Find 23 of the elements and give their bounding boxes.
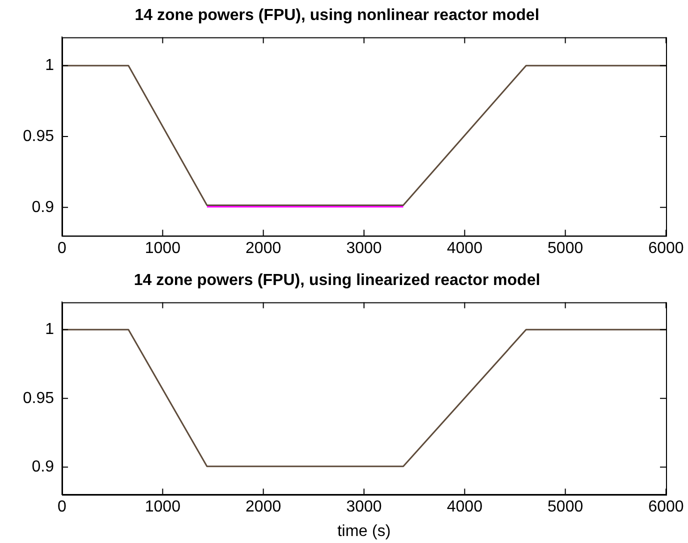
y-tick-label: 0.95 [22,390,54,407]
chart-title: 14 zone powers (FPU), using nonlinear reactor model [134,7,540,24]
x-tick-label: 1000 [144,240,181,257]
x-tick-label: 4000 [446,498,483,516]
x-tick-label: 6000 [648,240,684,257]
x-tick-label: 2000 [246,498,282,516]
x-tick-label: 4000 [446,240,483,257]
x-tick-label: 0 [58,498,67,516]
x-tick-label: 1000 [144,498,181,516]
x-axis-title: time (s) [337,522,391,540]
y-tick-label: 1 [45,56,54,74]
y-tick-label: 0.9 [32,198,54,216]
x-tick-label: 3000 [346,240,382,257]
y-tick-label: 1 [45,321,54,338]
chart-title: 14 zone powers (FPU), using linearized reactor model [134,272,540,290]
y-tick-label: 0.95 [22,128,54,145]
y-tick-label: 0.9 [32,458,54,476]
x-tick-label: 5000 [548,240,584,257]
x-tick-label: 3000 [346,498,382,516]
x-tick-label: 6000 [648,498,684,516]
x-tick-label: 5000 [548,498,584,516]
x-tick-label: 0 [58,240,67,257]
x-tick-label: 2000 [246,240,282,257]
